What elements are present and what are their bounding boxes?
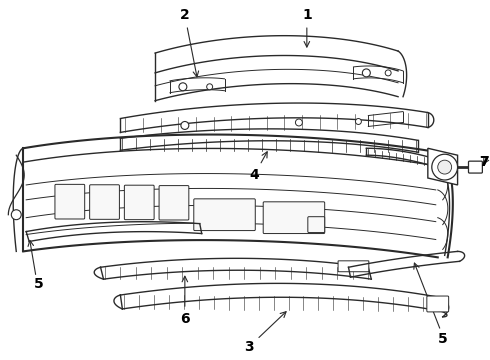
Circle shape [207, 84, 213, 90]
Text: 1: 1 [302, 8, 312, 47]
Text: 5: 5 [438, 332, 447, 346]
Polygon shape [428, 148, 458, 185]
FancyBboxPatch shape [308, 217, 325, 233]
Text: 4: 4 [249, 152, 267, 182]
Text: 7: 7 [480, 155, 489, 169]
Circle shape [438, 160, 452, 174]
Text: 6: 6 [180, 276, 190, 326]
FancyBboxPatch shape [338, 261, 369, 272]
Circle shape [363, 69, 370, 77]
Circle shape [295, 119, 302, 126]
Text: 7: 7 [480, 155, 489, 169]
FancyBboxPatch shape [124, 185, 154, 220]
FancyBboxPatch shape [159, 186, 189, 220]
Text: 3: 3 [245, 312, 286, 354]
Text: 5: 5 [34, 277, 44, 291]
FancyBboxPatch shape [427, 296, 449, 312]
FancyBboxPatch shape [468, 161, 482, 173]
Circle shape [179, 83, 187, 91]
FancyBboxPatch shape [263, 202, 325, 234]
Text: 2: 2 [180, 8, 198, 77]
Circle shape [355, 118, 362, 125]
Circle shape [385, 70, 391, 76]
Circle shape [11, 210, 21, 220]
FancyBboxPatch shape [90, 185, 120, 219]
FancyBboxPatch shape [55, 184, 85, 219]
Circle shape [432, 154, 458, 180]
Circle shape [181, 121, 189, 130]
FancyBboxPatch shape [194, 199, 255, 230]
